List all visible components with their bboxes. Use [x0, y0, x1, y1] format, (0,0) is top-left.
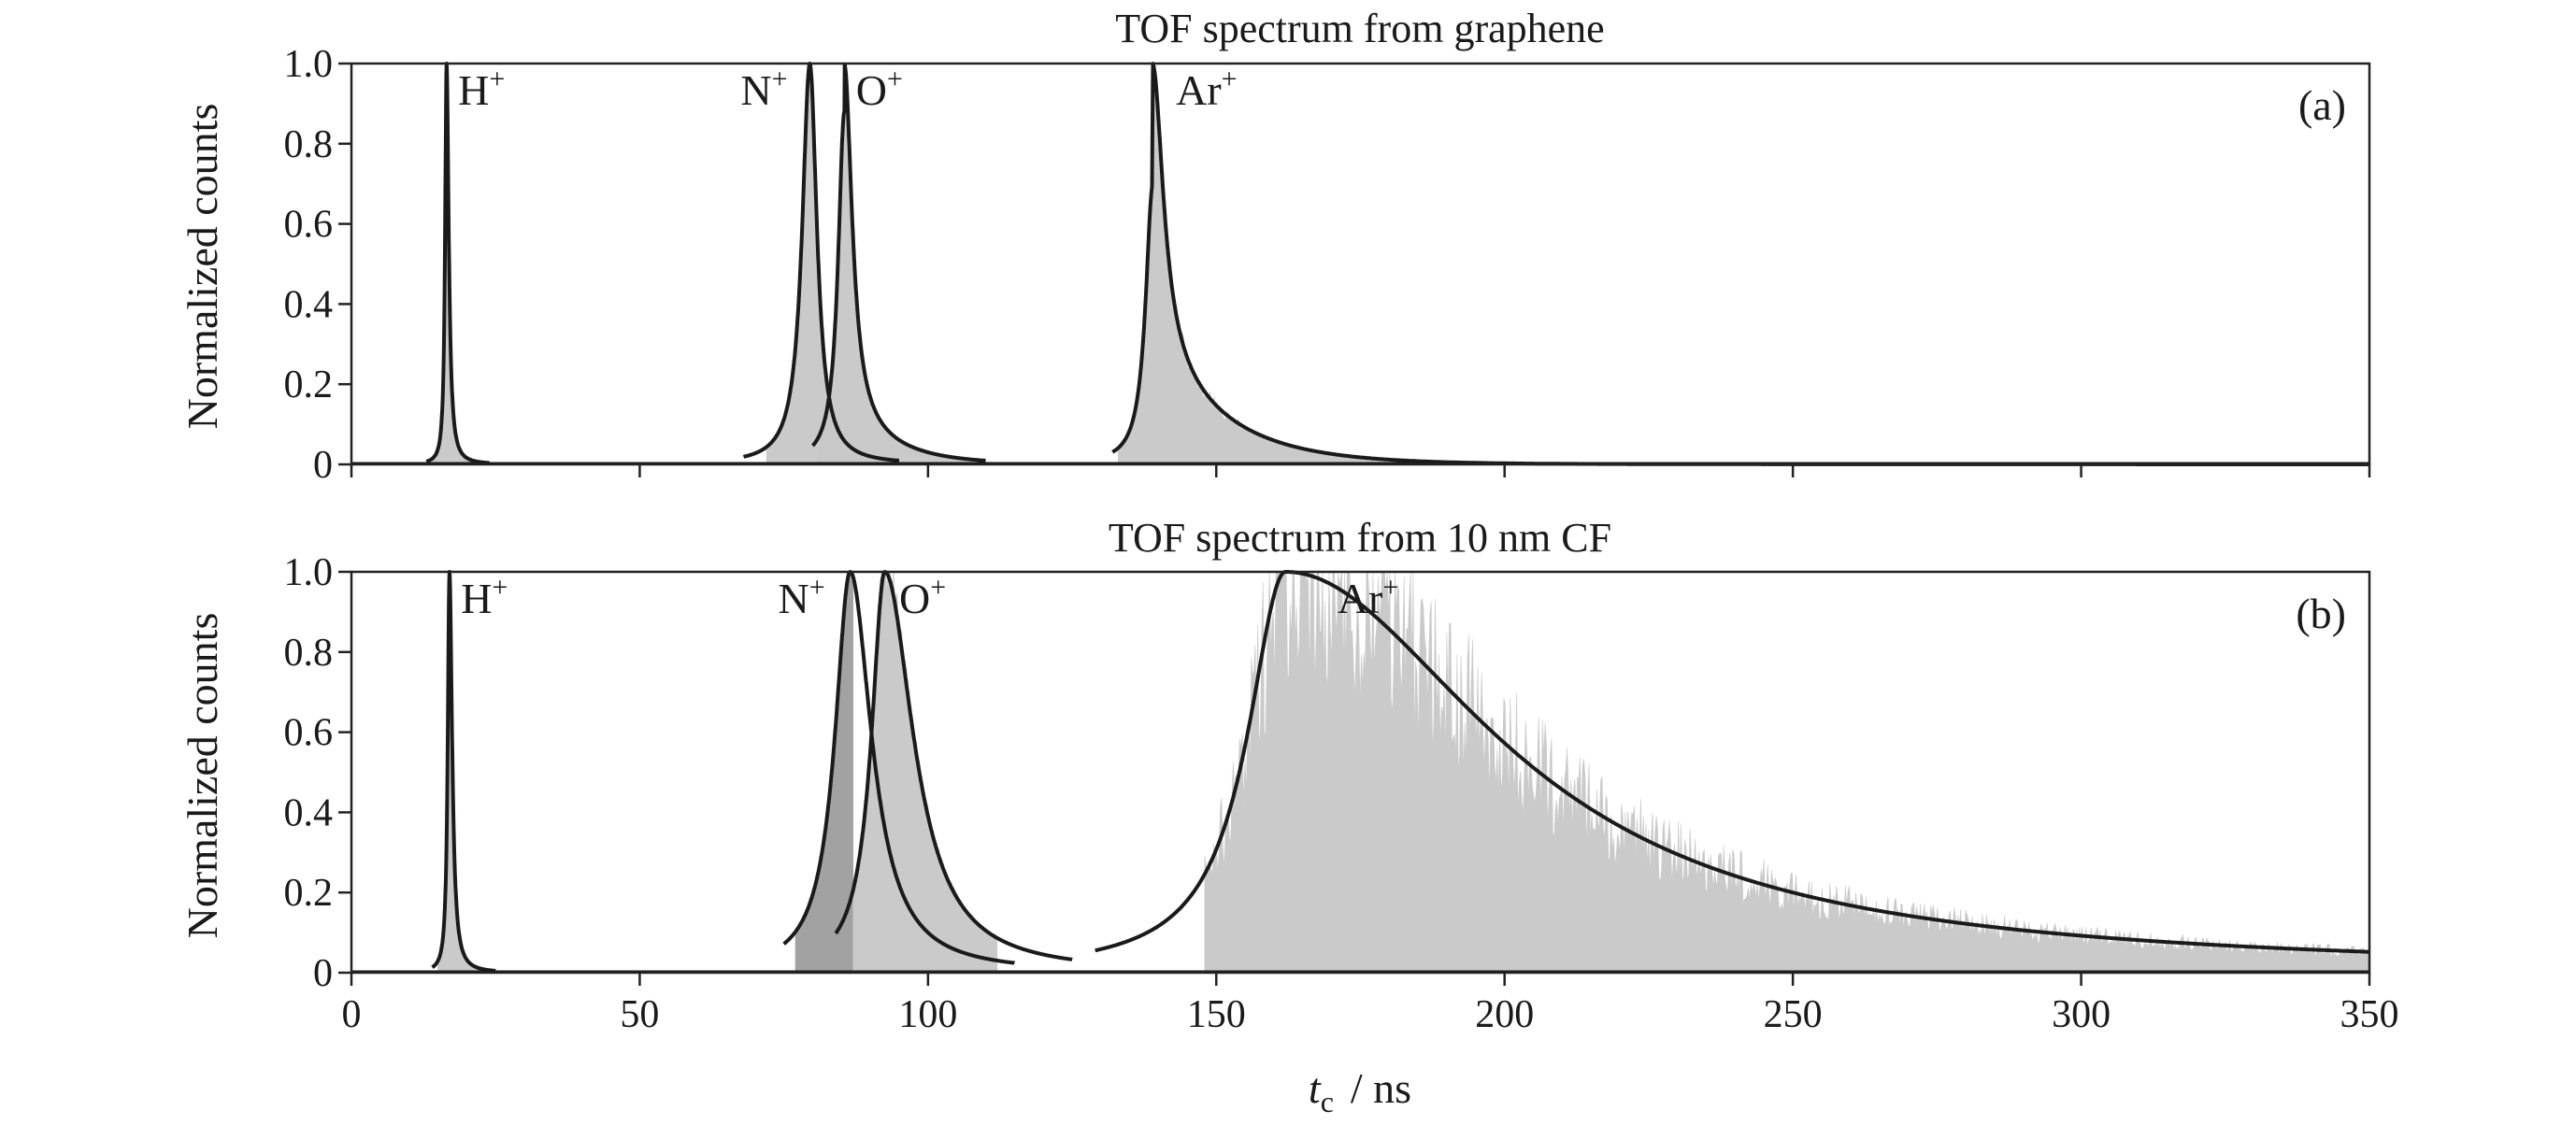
panel-b-frame: [350, 570, 2371, 975]
panel-b-y-tick-label-0: 0: [313, 952, 333, 995]
panel-b-x-tick-label-1: 50: [620, 993, 659, 1036]
panel-a-frame: [350, 62, 2371, 466]
panel-b-peak-label-2: O+: [899, 572, 946, 622]
panel-b-fit-curve-O-plus: [834, 570, 1074, 961]
panel-b-histogram-Ar-plus: [1204, 571, 2370, 974]
panel-a-fit-curve-H-plus: [424, 62, 492, 465]
panel-b-peak-label-1: N+: [778, 572, 824, 622]
panel-a-peak-label-0: H+: [458, 64, 505, 114]
panel-a-axes: 0 0.2 0.4 0.6 0.8 1.0: [284, 43, 2371, 487]
panel-b-x-tick-label-3: 150: [1187, 993, 1246, 1036]
panel-a-y-tick-label-5: 1.0: [284, 43, 334, 86]
panel-b: TOF spectrum from 10 nm CF Normalized co…: [179, 515, 2399, 1036]
panel-b-x-tick-label-6: 300: [2052, 993, 2111, 1036]
panel-b-peak-label-3: Ar+: [1338, 572, 1398, 622]
panel-b-title: TOF spectrum from 10 nm CF: [1109, 515, 1611, 561]
panel-a-tag: (a): [2298, 81, 2346, 129]
panel-a-y-axis-label: Normalized counts: [179, 104, 226, 430]
panel-a-peak-label-2: O+: [856, 64, 903, 114]
panel-b-x-tick-label-5: 250: [1764, 993, 1823, 1036]
panel-a-fit-curve-N-plus: [741, 62, 901, 463]
x-axis-label: tc / ns: [1309, 1064, 1411, 1118]
panel-b-y-tick-label-3: 0.6: [284, 712, 334, 755]
panel-a-fit-curve-O-plus: [810, 62, 988, 463]
panel-b-peak-label-0: H+: [461, 572, 508, 622]
panel-b-fit-curve-H-plus: [430, 570, 497, 973]
panel-b-axes: 0 0.2 0.4 0.6 0.8 1.0 0 50 100 150 200 250 300 350: [284, 551, 2399, 1036]
panel-b-y-tick-label-4: 0.8: [284, 632, 334, 675]
panel-a-peak-label-3: Ar+: [1176, 64, 1237, 114]
panel-a: TOF spectrum from graphene Normalized co…: [179, 6, 2371, 487]
x-axis-unit: / ns: [1351, 1064, 1411, 1112]
panel-b-y-tick-label-2: 0.4: [284, 791, 334, 834]
panel-b-x-tick-label-0: 0: [342, 993, 362, 1036]
panel-a-y-tick-label-4: 0.8: [284, 123, 334, 166]
panel-b-y-tick-label-5: 1.0: [284, 551, 334, 594]
panel-b-fit-curve-Ar-plus: [1094, 570, 2370, 954]
panel-a-y-tick-label-1: 0.2: [284, 363, 334, 406]
panel-a-title: TOF spectrum from graphene: [1115, 6, 1604, 51]
panel-a-y-tick-label-3: 0.6: [284, 204, 334, 247]
panel-b-y-tick-label-1: 0.2: [284, 872, 334, 915]
x-axis-subscript: c: [1321, 1085, 1334, 1118]
panel-b-x-tick-label-4: 200: [1475, 993, 1534, 1036]
panel-b-x-tick-label-7: 350: [2340, 993, 2399, 1036]
panel-b-tag: (b): [2296, 590, 2346, 637]
panel-b-x-tick-label-2: 100: [898, 993, 957, 1036]
panel-a-peak-label-1: N+: [740, 64, 787, 114]
panel-a-y-tick-label-2: 0.4: [284, 283, 334, 326]
x-axis-symbol: t: [1309, 1064, 1322, 1112]
panel-b-fit-curve-N-plus: [782, 570, 1017, 965]
panel-b-plot-area: [351, 570, 2370, 974]
panel-b-y-axis-label: Normalized counts: [179, 613, 226, 939]
panel-a-y-tick-label-0: 0: [313, 444, 333, 487]
